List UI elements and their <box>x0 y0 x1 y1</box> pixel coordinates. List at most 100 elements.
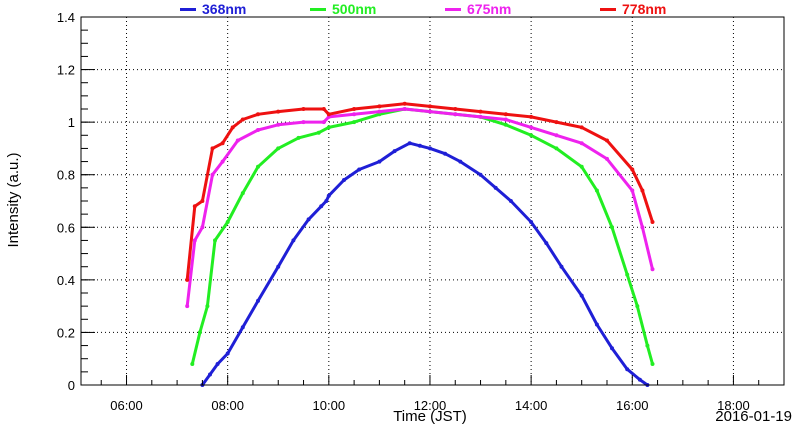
legend: 368nm 500nm 675nm 778nm <box>180 1 666 17</box>
data-point <box>185 304 190 309</box>
data-point <box>417 143 422 148</box>
data-point <box>240 191 245 196</box>
data-point <box>240 117 245 122</box>
data-point <box>326 193 331 198</box>
data-point <box>321 107 326 111</box>
data-point <box>200 225 205 230</box>
data-point <box>605 156 609 161</box>
data-point <box>377 104 382 109</box>
data-point <box>192 238 197 243</box>
data-point <box>210 172 215 177</box>
data-point <box>529 220 534 224</box>
data-point <box>319 204 324 209</box>
data-point <box>453 112 458 117</box>
legend-swatch <box>600 8 616 11</box>
legend-label: 675nm <box>467 1 511 17</box>
data-point <box>508 199 513 203</box>
data-point <box>503 122 508 127</box>
data-point <box>342 178 346 182</box>
data-point <box>208 372 212 377</box>
legend-label: 500nm <box>332 1 376 17</box>
data-point <box>402 107 407 111</box>
data-point <box>220 159 225 164</box>
data-point <box>635 304 640 309</box>
data-point <box>637 377 642 382</box>
data-point <box>529 125 534 130</box>
data-point <box>225 351 230 356</box>
data-point <box>306 217 311 222</box>
data-point <box>529 114 534 119</box>
y-tick-label: 1.2 <box>57 63 75 78</box>
data-point <box>554 133 559 138</box>
data-point <box>478 114 483 119</box>
data-point <box>357 167 362 172</box>
y-tick-label: 0.6 <box>57 220 75 235</box>
y-tick-label: 1.4 <box>57 10 75 25</box>
data-point <box>579 293 584 298</box>
data-point <box>240 325 245 330</box>
data-point <box>225 220 230 224</box>
x-tick-label: 16:00 <box>616 398 649 413</box>
legend-swatch <box>445 8 461 11</box>
data-point <box>291 238 296 243</box>
data-point <box>630 167 635 172</box>
data-point <box>213 238 217 243</box>
data-point <box>650 267 655 272</box>
series-368nm <box>200 141 650 387</box>
series-778nm <box>185 101 655 282</box>
y-tick-label: 0 <box>68 378 75 393</box>
grid <box>81 17 784 385</box>
ticks: 06:00 08:00 10:00 12:00 14:00 16:00 18:00 0 0.2 0… <box>57 10 785 413</box>
legend-swatch <box>180 8 196 11</box>
data-point <box>544 241 549 246</box>
data-point <box>352 112 357 117</box>
x-tick-label: 14:00 <box>515 398 548 413</box>
data-point <box>650 220 655 224</box>
data-point <box>630 188 635 193</box>
data-point <box>185 277 190 282</box>
data-point <box>594 188 599 193</box>
data-point <box>210 146 215 151</box>
data-point <box>256 164 260 169</box>
data-point <box>326 112 331 117</box>
y-tick-label: 1 <box>68 115 75 130</box>
data-point <box>392 149 397 154</box>
data-point <box>215 362 220 366</box>
data-point <box>478 172 483 177</box>
legend-label: 778nm <box>622 1 666 17</box>
data-point <box>579 164 584 169</box>
data-point <box>625 272 630 277</box>
data-point <box>428 146 432 151</box>
data-point <box>645 343 650 348</box>
data-point <box>235 138 240 143</box>
plot-background <box>81 17 784 385</box>
data-point <box>324 199 329 203</box>
y-tick-label: 0.4 <box>57 273 75 288</box>
x-tick-label: 12:00 <box>414 398 447 413</box>
x-tick-label: 10:00 <box>313 398 346 413</box>
data-point <box>301 107 306 111</box>
data-point <box>276 122 281 127</box>
data-point <box>220 141 225 146</box>
data-point <box>190 362 195 366</box>
data-point <box>443 151 448 156</box>
series-675nm <box>185 107 655 309</box>
data-point <box>640 188 645 193</box>
data-point <box>625 367 630 372</box>
data-point <box>428 109 432 114</box>
data-point <box>205 304 210 309</box>
data-point <box>610 346 614 351</box>
data-point <box>256 128 260 132</box>
data-point <box>192 204 197 209</box>
data-point <box>256 112 260 117</box>
data-point <box>579 125 584 130</box>
data-point <box>594 322 599 327</box>
data-point <box>610 225 614 230</box>
data-point <box>377 109 382 114</box>
x-tick-label: 08:00 <box>211 398 244 413</box>
data-point <box>276 109 281 114</box>
y-axis-title: Intensity (a.u.) <box>5 152 22 247</box>
data-point <box>650 362 655 366</box>
data-point <box>503 112 508 117</box>
